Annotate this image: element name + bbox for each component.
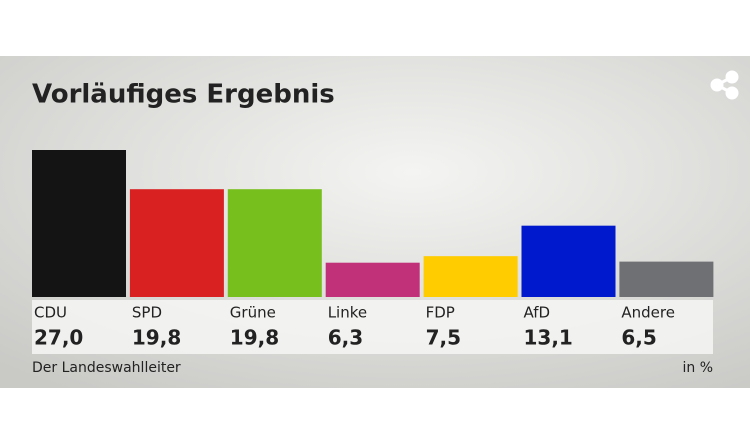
label-band (32, 300, 713, 354)
value-label: 19,8 (230, 326, 279, 350)
bar (227, 189, 322, 297)
bar (325, 262, 420, 297)
value-label: 7,5 (426, 326, 461, 350)
share-icon[interactable] (710, 70, 739, 100)
category-label: Linke (328, 304, 367, 322)
bar (129, 189, 224, 297)
category-label: Grüne (230, 304, 276, 322)
value-label: 6,3 (328, 326, 363, 350)
value-label: 6,5 (621, 326, 656, 350)
category-label: FDP (426, 304, 455, 322)
category-label: AfD (524, 304, 551, 322)
bar (619, 261, 714, 297)
value-label: 19,8 (132, 326, 181, 350)
source: Der Landeswahlleiter (32, 360, 181, 376)
value-label: 27,0 (34, 326, 83, 350)
bar (423, 256, 518, 297)
category-label: SPD (132, 304, 162, 322)
value-label: 13,1 (524, 326, 573, 350)
unit-note: in % (682, 360, 713, 376)
category-label: CDU (34, 304, 67, 322)
bar (32, 150, 126, 297)
chart-title: Vorläufiges Ergebnis (32, 80, 335, 110)
bar (521, 225, 616, 297)
category-label: Andere (621, 304, 675, 322)
